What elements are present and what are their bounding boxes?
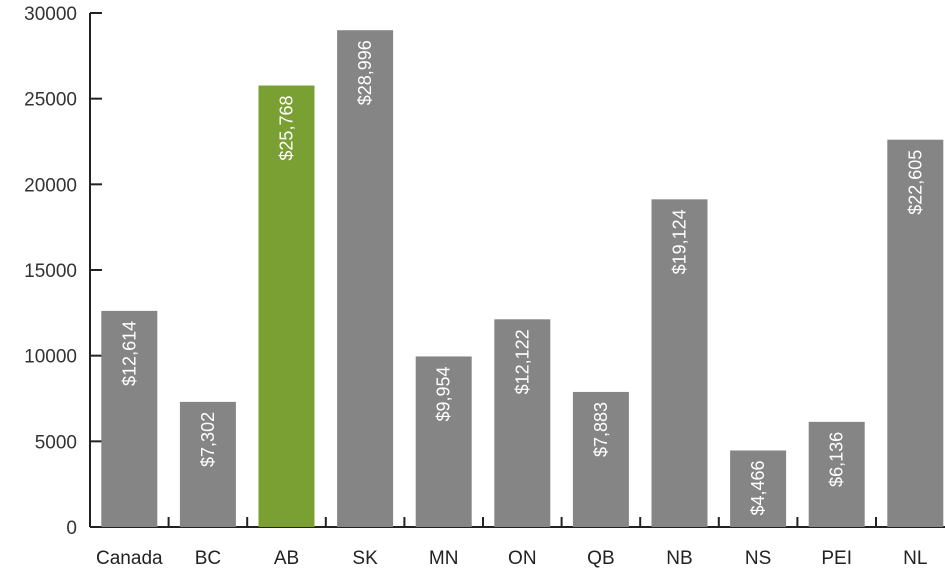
y-tick-label: 25000 (24, 90, 77, 111)
data-label-sk: $28,996 (355, 40, 375, 105)
x-tick-label-nl: NL (903, 548, 927, 569)
y-axis: 0 5000 10000 15000 20000 25000 30000 (24, 4, 102, 539)
bar-mn (415, 356, 472, 527)
y-tick-label: 10000 (24, 347, 77, 368)
y-tick-label: 0 (66, 518, 77, 539)
data-label-on: $12,122 (512, 329, 532, 394)
data-label-bc: $7,302 (198, 412, 218, 467)
x-tick-label-bc: BC (195, 548, 221, 569)
x-tick-label-ns: NS (745, 548, 771, 569)
data-label-canada: $12,614 (119, 321, 139, 386)
bar-qb (572, 391, 629, 527)
data-label-qb: $7,883 (591, 402, 611, 457)
bars-group: $12,614 $7,302 $25,768 $28,996 $9,954 $12,122… (101, 30, 944, 528)
bar-nl (887, 139, 944, 528)
bar-ns (730, 450, 787, 527)
x-tick-label-sk: SK (352, 548, 378, 569)
x-tick-label-nb: NB (666, 548, 692, 569)
data-label-nl: $22,605 (905, 150, 925, 215)
data-label-nb: $19,124 (670, 209, 690, 274)
bar-bc (179, 401, 236, 527)
x-tick-label-pei: PEI (821, 548, 852, 569)
x-tick-label-mn: MN (429, 548, 459, 569)
bar-ab (258, 85, 315, 527)
data-label-ab: $25,768 (277, 96, 297, 161)
y-tick-label: 5000 (35, 432, 77, 453)
bar-sk (337, 30, 394, 527)
x-tick-label-on: ON (508, 548, 537, 569)
data-label-mn: $9,954 (434, 366, 454, 421)
bar-on (494, 319, 551, 527)
x-tick-label-ab: AB (274, 548, 299, 569)
data-label-ns: $4,466 (748, 460, 768, 515)
bar-pei (808, 421, 865, 527)
y-tick-label: 20000 (24, 175, 77, 196)
bar-nb (651, 199, 708, 527)
data-label-pei: $6,136 (827, 432, 847, 487)
y-tick-label: 15000 (24, 261, 77, 282)
y-tick-label: 30000 (24, 4, 77, 25)
x-tick-label-canada: Canada (96, 548, 163, 569)
x-tick-label-qb: QB (587, 548, 614, 569)
bar-canada (101, 310, 158, 527)
